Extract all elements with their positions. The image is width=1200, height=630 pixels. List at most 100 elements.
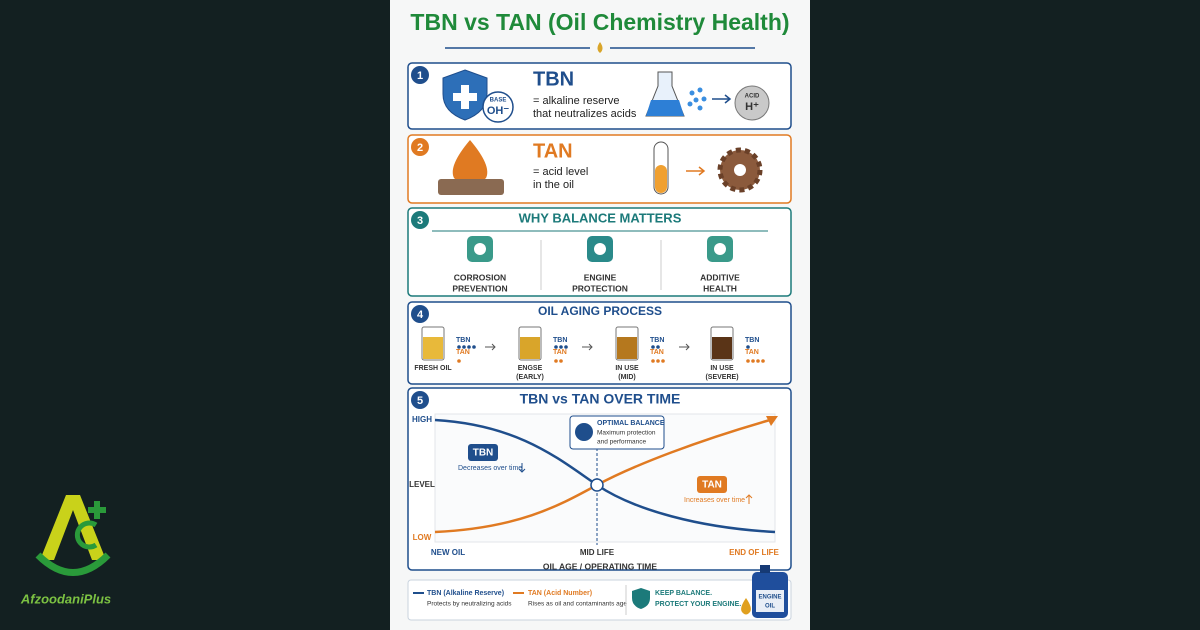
tbn-dot — [472, 345, 476, 349]
acid-drop-icon — [452, 140, 488, 186]
label: OIL — [765, 604, 775, 610]
rust-rock — [438, 179, 504, 195]
balance-point — [590, 478, 604, 492]
section-number: 5 — [417, 395, 423, 407]
label: PROTECTION — [572, 283, 628, 293]
section-heading: TBN — [533, 68, 574, 90]
label: = alkaline reserve — [533, 95, 620, 107]
oil-drop — [741, 598, 751, 615]
section-number: 1 — [417, 70, 423, 82]
label: HEALTH — [703, 283, 737, 293]
label: OIL AGE / OPERATING TIME — [543, 561, 657, 571]
label: MID LIFE — [580, 548, 615, 557]
molecule-dot — [697, 105, 703, 111]
tbn-dot — [467, 345, 471, 349]
tan-dot — [661, 359, 665, 363]
benefit-icon-detail — [474, 243, 486, 255]
shield-icon — [632, 588, 650, 609]
label: (MID) — [618, 374, 636, 381]
tan-dot — [457, 359, 461, 363]
label: TBN (Alkaline Reserve) — [427, 590, 504, 597]
tbn-dot — [462, 345, 466, 349]
label: Increases over time — [684, 497, 745, 504]
label: END OF LIFE — [729, 548, 779, 557]
bottle-label — [756, 590, 784, 612]
logo-arc — [35, 552, 111, 576]
gear-hub — [734, 164, 746, 176]
label: ACID — [745, 94, 760, 100]
section-number-badge — [411, 138, 429, 156]
beaker-oil — [617, 337, 637, 359]
logo-plus — [88, 501, 106, 519]
label: (SEVERE) — [705, 374, 738, 381]
label: TBN — [553, 337, 567, 344]
arrow — [582, 343, 593, 351]
label: CORROSION — [454, 272, 506, 282]
label: that neutralizes acids — [533, 108, 637, 120]
label: Decreases over time — [458, 465, 522, 472]
tan-dot — [761, 359, 765, 363]
beaker-oil — [423, 337, 443, 359]
tan-dot — [656, 359, 660, 363]
molecule-dot — [687, 101, 693, 107]
section-heading: OIL AGING PROCESS — [538, 304, 662, 318]
label: LOW — [413, 533, 432, 542]
label: TAN — [553, 349, 567, 356]
label: IN USE — [710, 365, 734, 372]
arrow — [679, 343, 690, 351]
bottle-cap — [760, 565, 770, 573]
label: ADDITIVE — [700, 272, 740, 282]
label: TAN — [650, 349, 664, 356]
tan-dot — [559, 359, 563, 363]
section-heading: TAN — [533, 140, 573, 162]
benefit-icon-detail — [594, 243, 606, 255]
label: (EARLY) — [516, 374, 544, 381]
label: Protects by neutralizing acids — [427, 601, 512, 608]
section-number-badge — [411, 305, 429, 323]
arrow — [485, 343, 496, 351]
tbn-dot — [746, 345, 750, 349]
label: H⁺ — [745, 101, 759, 113]
section-number: 3 — [417, 215, 423, 227]
title: TBN vs TAN (Oil Chemistry Health) — [410, 9, 789, 35]
label: TAN — [745, 349, 759, 356]
footer-box — [407, 579, 792, 621]
flask-liquid — [646, 100, 684, 116]
label: TAN (Acid Number) — [528, 590, 592, 597]
label: IN USE — [615, 365, 639, 372]
label: Maximum protection — [597, 430, 656, 437]
base-badge — [482, 91, 514, 123]
optimal-box — [569, 415, 665, 450]
tan-dot — [651, 359, 655, 363]
molecule-dot — [689, 90, 695, 96]
label: Rises as oil and contaminants age — [528, 601, 627, 608]
label: ENGSE — [518, 365, 543, 372]
label: PROTECT YOUR ENGINE. — [655, 601, 741, 608]
up-arrow — [745, 494, 753, 504]
label: and performance — [597, 439, 647, 446]
arrow — [686, 166, 706, 176]
tbn-dot — [564, 345, 568, 349]
benefit-icon-detail — [714, 243, 726, 255]
section-number: 4 — [417, 309, 424, 321]
label: TAN — [456, 349, 470, 356]
tan-tag — [697, 476, 727, 493]
label: TBN — [650, 337, 664, 344]
label: BASE — [490, 98, 507, 104]
logo-text: AfzoodaniPlus — [20, 591, 111, 606]
label: OPTIMAL BALANCE — [597, 420, 665, 427]
label: TAN — [702, 480, 722, 491]
label: ENGINE — [584, 272, 617, 282]
tbn-dot — [559, 345, 563, 349]
label: PREVENTION — [452, 283, 507, 293]
tan-dot — [746, 359, 750, 363]
label: HIGH — [412, 415, 432, 424]
section-heading: TBN vs TAN OVER TIME — [520, 391, 681, 407]
section-number: 2 — [417, 142, 423, 154]
drop-icon — [597, 42, 603, 53]
arrow — [712, 94, 732, 104]
label: NEW OIL — [431, 548, 465, 557]
tbn-dot — [554, 345, 558, 349]
